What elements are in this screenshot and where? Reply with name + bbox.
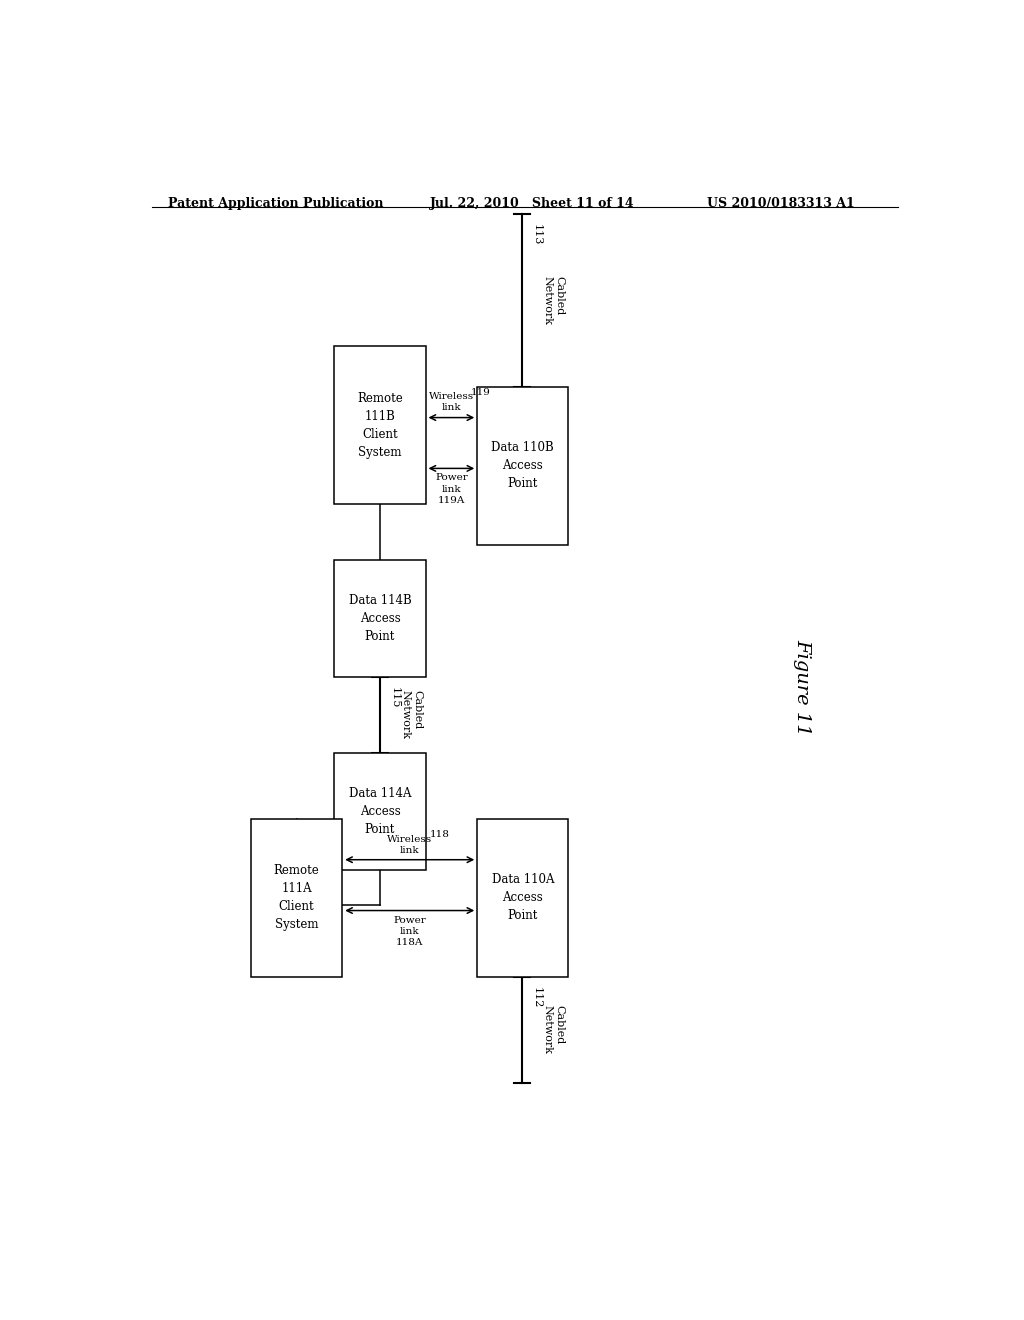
Text: Cabled
Network: Cabled Network: [543, 1006, 564, 1055]
Text: 119: 119: [471, 388, 492, 397]
Bar: [334, 752, 426, 870]
Text: US 2010/0183313 A1: US 2010/0183313 A1: [708, 197, 855, 210]
Text: Jul. 22, 2010   Sheet 11 of 14: Jul. 22, 2010 Sheet 11 of 14: [430, 197, 634, 210]
Bar: [334, 560, 426, 677]
Bar: [477, 387, 568, 545]
Text: Cabled
Network: Cabled Network: [543, 276, 564, 325]
Text: Data 114A
Access
Point: Data 114A Access Point: [349, 787, 412, 836]
Text: 113: 113: [531, 224, 542, 246]
Text: Remote
111A
Client
System: Remote 111A Client System: [273, 865, 319, 932]
Text: Data 110B
Access
Point: Data 110B Access Point: [492, 441, 554, 490]
Text: 118: 118: [430, 830, 450, 840]
Text: Power
link
119A: Power link 119A: [435, 474, 468, 504]
Text: Data 110A
Access
Point: Data 110A Access Point: [492, 874, 554, 923]
Text: Figure 11: Figure 11: [794, 639, 812, 735]
Text: 112: 112: [531, 987, 542, 1008]
Text: Power
link
118A: Power link 118A: [393, 916, 426, 946]
Bar: [477, 818, 568, 977]
Bar: [334, 346, 426, 504]
Text: Data 114B
Access
Point: Data 114B Access Point: [348, 594, 412, 643]
Text: Wireless
link: Wireless link: [429, 392, 474, 412]
Text: Wireless
link: Wireless link: [387, 834, 432, 854]
Text: Cabled
Network: Cabled Network: [400, 690, 423, 739]
Text: Patent Application Publication: Patent Application Publication: [168, 197, 383, 210]
Text: Remote
111B
Client
System: Remote 111B Client System: [357, 392, 402, 459]
Bar: [251, 818, 342, 977]
Text: 115: 115: [390, 686, 400, 709]
